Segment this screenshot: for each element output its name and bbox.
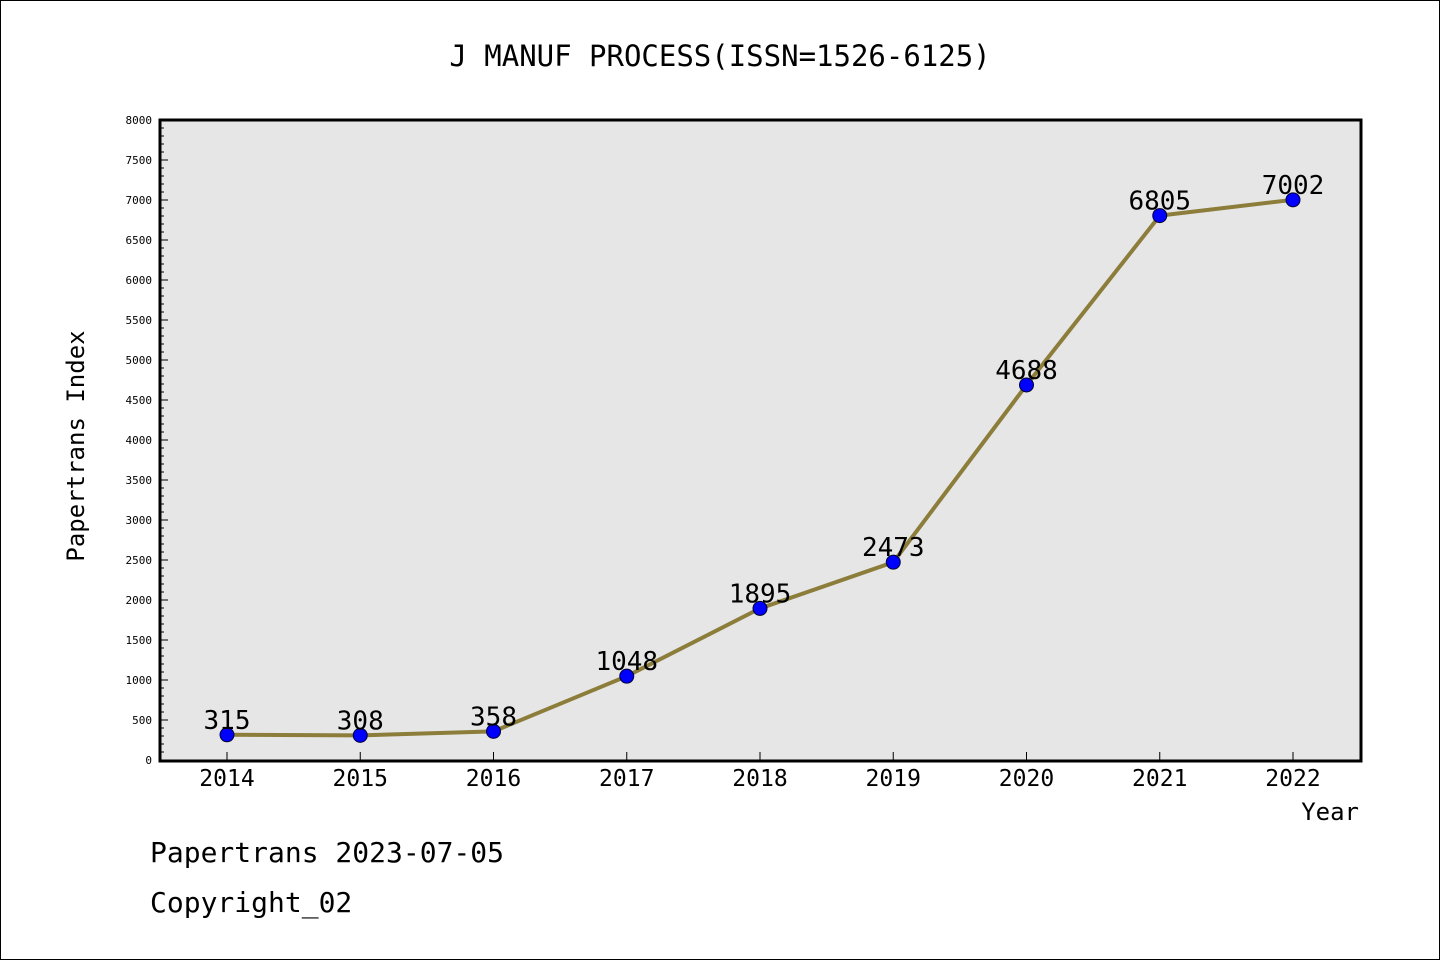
- y-tick-label: 7000: [126, 194, 153, 207]
- x-axis-ticks: 2014 2015 2016 2017 2018 2019 2020 2021 2022: [199, 752, 1321, 792]
- x-tick-label: 2019: [866, 766, 921, 792]
- x-tick-label: 2017: [599, 766, 654, 792]
- y-tick-label: 6000: [126, 274, 153, 287]
- y-tick-label: 7500: [126, 154, 153, 167]
- x-tick-label: 2016: [466, 766, 521, 792]
- x-tick-label: 2020: [999, 766, 1054, 792]
- data-label: 6805: [1128, 187, 1191, 217]
- y-tick-label: 4500: [126, 394, 153, 407]
- y-axis-ticks: 0 500 1000 1500 2000 2500 3000 3500 4000 4500 5000…: [126, 114, 168, 767]
- x-tick-label: 2014: [199, 766, 254, 792]
- y-tick-label: 5000: [126, 354, 153, 367]
- data-label: 1895: [729, 579, 792, 609]
- data-point: [486, 723, 501, 739]
- chart-title: J MANUF PROCESS(ISSN=1526-6125): [449, 39, 990, 73]
- plot-border: [158, 118, 1363, 763]
- source-date-text: Papertrans 2023-07-05: [150, 836, 505, 869]
- y-axis-label: Papertrans Index: [62, 330, 90, 561]
- data-label: 1048: [595, 647, 658, 677]
- copyright-text: Copyright_02: [150, 886, 353, 919]
- data-markers: [219, 192, 1301, 743]
- data-label: 315: [204, 706, 251, 736]
- data-label: 4688: [995, 356, 1058, 386]
- y-tick-label: 2500: [126, 554, 153, 567]
- x-tick-label: 2022: [1265, 766, 1320, 792]
- y-tick-label: 3000: [126, 514, 153, 527]
- y-tick-label: 6500: [126, 234, 153, 247]
- data-label: 358: [470, 702, 517, 732]
- data-point: [752, 600, 768, 616]
- x-tick-label: 2018: [732, 766, 787, 792]
- y-tick-label: 3500: [126, 474, 153, 487]
- y-tick-label: 500: [132, 714, 152, 727]
- data-point: [352, 727, 368, 743]
- data-point: [885, 554, 901, 570]
- y-tick-label: 2000: [126, 594, 153, 607]
- y-tick-label: 0: [145, 754, 152, 767]
- data-point: [619, 668, 635, 684]
- data-point: [219, 727, 235, 743]
- y-tick-label: 1500: [126, 634, 153, 647]
- data-point: [1285, 192, 1301, 208]
- data-label: 308: [337, 706, 384, 736]
- data-point: [1019, 377, 1034, 393]
- data-point: [1152, 208, 1168, 224]
- y-tick-label: 1000: [126, 674, 153, 687]
- x-tick-label: 2021: [1132, 766, 1187, 792]
- data-label: 2473: [862, 533, 925, 563]
- plot-area: [160, 120, 1361, 761]
- y-tick-label: 4000: [126, 434, 153, 447]
- y-tick-label: 8000: [126, 114, 153, 127]
- data-labels: 315 308 358 1048 1895 2473 4688 6805 7002: [204, 171, 1325, 737]
- data-label: 7002: [1262, 171, 1325, 201]
- y-tick-label: 5500: [126, 314, 153, 327]
- x-axis-label: Year: [1301, 798, 1359, 826]
- x-tick-label: 2015: [333, 766, 388, 792]
